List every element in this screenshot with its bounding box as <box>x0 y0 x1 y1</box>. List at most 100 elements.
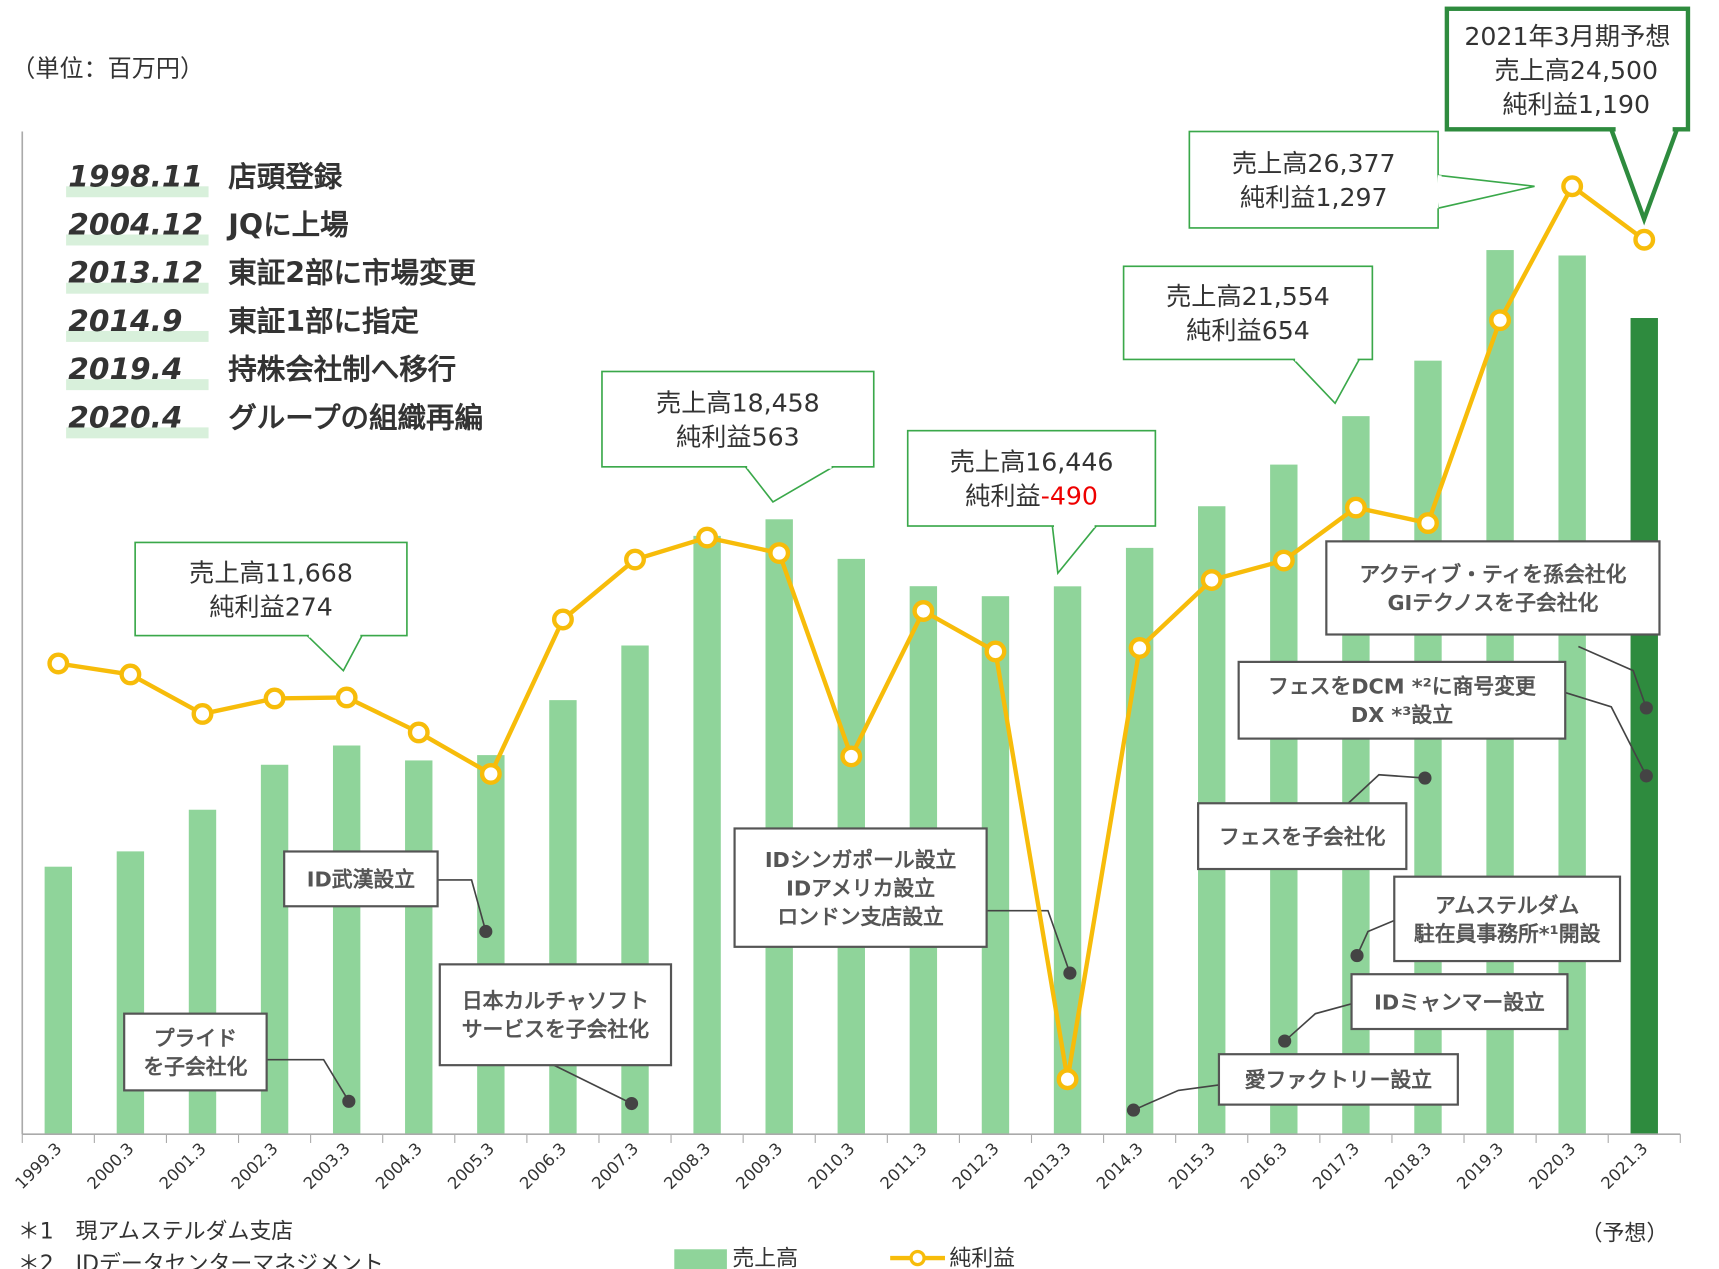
callout-box <box>1444 6 1691 132</box>
milestone-highlight <box>66 186 209 198</box>
callout-mask <box>1434 175 1442 209</box>
forecast-note: （予想） <box>1581 1222 1669 1247</box>
x-tick-label: 2020.3 <box>1525 1139 1579 1193</box>
callout-pointer <box>1437 174 1535 210</box>
bar <box>1125 547 1154 1135</box>
line-marker <box>1417 512 1439 535</box>
footnote: ＊1 現アムステルダム支店 <box>18 1219 293 1244</box>
connector <box>1347 773 1426 804</box>
value-label: -490 <box>1041 482 1098 511</box>
callout-text: 純利益563 <box>676 422 800 451</box>
line-marker <box>1056 1068 1079 1091</box>
connector-dot <box>1418 771 1432 785</box>
callout-text: 売上高16,446 <box>950 448 1114 477</box>
callout-box <box>134 541 408 637</box>
legend-swatch <box>674 1249 727 1269</box>
event-text: サービスを子会社化 <box>462 1018 650 1042</box>
connector-dot <box>1063 966 1077 980</box>
x-tick-label: 2017.3 <box>1309 1139 1363 1193</box>
event-text: アクティブ・ティを孫会社化 <box>1359 562 1626 586</box>
milestone-text: 店頭登録 <box>228 160 342 193</box>
line-marker <box>119 663 142 686</box>
connector-dot <box>1639 769 1653 783</box>
line-marker <box>263 687 286 710</box>
callout-text: 純利益1,190 <box>1502 90 1650 119</box>
event-text: 駐在員事務所*¹開設 <box>1414 922 1601 946</box>
callout-text: 純利益654 <box>1186 316 1310 345</box>
callout-text: 売上高21,554 <box>1166 282 1330 311</box>
event-box <box>733 827 988 948</box>
callout-pointer <box>305 634 364 673</box>
connector-dot <box>479 924 493 939</box>
series-name: 売上高 <box>1494 56 1570 85</box>
x-tick-label: 2012.3 <box>949 1139 1003 1193</box>
x-tick-label: 2006.3 <box>516 1139 570 1193</box>
value-label: 654 <box>1262 316 1310 345</box>
event-text: IDシンガポール設立 <box>765 848 957 872</box>
connector-dot <box>624 1096 639 1111</box>
event-box <box>123 1012 268 1092</box>
event-box <box>1350 973 1569 1031</box>
value-label: 274 <box>285 592 333 621</box>
forecast-title: 2021年3月期予想 <box>1464 22 1670 51</box>
x-tick-label: 2019.3 <box>1453 1139 1507 1193</box>
bar <box>765 519 793 1135</box>
connector <box>1284 1003 1352 1042</box>
callout-pointer <box>743 466 837 503</box>
line-marker <box>1489 309 1512 332</box>
x-tick-label: 2013.3 <box>1021 1139 1075 1193</box>
value-label: 1,297 <box>1315 183 1387 212</box>
event-text: アムステルダム <box>1435 893 1579 917</box>
series-name: 純利益 <box>1240 183 1316 212</box>
bar <box>693 535 721 1135</box>
x-tick-label: 2000.3 <box>84 1139 138 1193</box>
milestone-date: 2020.4 <box>68 400 182 434</box>
callout-box <box>601 370 875 468</box>
bar <box>116 851 145 1135</box>
series-name: 純利益 <box>1502 90 1578 119</box>
connector <box>1578 645 1648 709</box>
x-tick-label: 2004.3 <box>372 1139 426 1193</box>
line-marker <box>984 640 1007 663</box>
event-box <box>1237 660 1567 740</box>
callout-text: 純利益-490 <box>965 482 1098 511</box>
milestone-highlight <box>66 234 209 246</box>
x-tick-label: 2010.3 <box>804 1139 858 1193</box>
event-box <box>1217 1053 1459 1106</box>
event-text: フェスをDCM *²に商号変更 <box>1268 675 1536 699</box>
x-tick-label: 2018.3 <box>1381 1139 1435 1193</box>
event-box <box>283 850 439 908</box>
callout-text: 売上高11,668 <box>189 558 353 587</box>
footnote: ＊2 IDデータセンターマネジメント <box>18 1252 384 1269</box>
milestone-text: グループの組織再編 <box>228 401 483 434</box>
x-tick-label: 2002.3 <box>228 1139 282 1193</box>
value-label: 16,446 <box>1025 448 1113 477</box>
milestone-highlight <box>66 282 209 294</box>
event-text: IDアメリカ設立 <box>786 876 935 900</box>
event-box <box>1325 540 1661 636</box>
bar <box>332 745 361 1135</box>
callout-pointer <box>1608 127 1681 226</box>
line-marker <box>912 600 935 622</box>
event-text: を子会社化 <box>143 1055 247 1079</box>
connector-dot <box>342 1094 356 1108</box>
callout-box <box>906 429 1157 527</box>
x-tick-label: 2007.3 <box>588 1139 642 1193</box>
series-name: 売上高 <box>1232 149 1308 178</box>
line-marker <box>1561 175 1584 198</box>
value-label: 26,377 <box>1307 149 1395 178</box>
event-text: ID武漢設立 <box>307 868 415 892</box>
connector-dot <box>1278 1034 1292 1048</box>
bar <box>1270 464 1298 1135</box>
event-box <box>1197 802 1408 871</box>
x-tick-label: 2005.3 <box>444 1139 498 1193</box>
value-label: 563 <box>752 422 800 451</box>
event-text: プライド <box>154 1026 237 1050</box>
legend-marker <box>909 1249 926 1267</box>
line-marker <box>335 686 358 709</box>
connector <box>1133 1084 1220 1111</box>
milestone-date: 2014.9 <box>68 304 182 338</box>
connector <box>1564 691 1648 777</box>
milestone-date: 2019.4 <box>68 352 182 386</box>
event-text: フェスを子会社化 <box>1219 825 1386 849</box>
